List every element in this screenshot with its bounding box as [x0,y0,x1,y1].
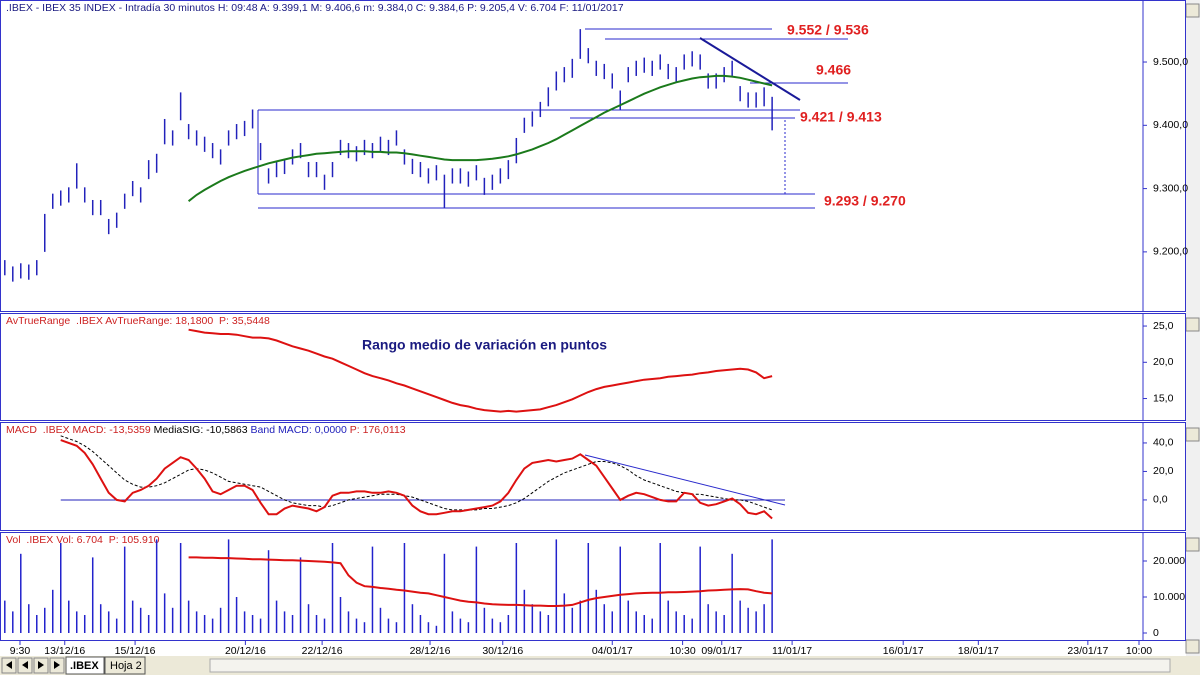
x-tick-label: 10:00 [1126,645,1152,657]
y-tick-label: 25,0 [1153,320,1174,332]
level-label: 9.466 [816,62,851,78]
x-tick-label: 16/01/17 [883,645,924,657]
y-tick-label: 9.200,0 [1153,246,1188,258]
x-tick-label: 04/01/17 [592,645,633,657]
header-part: P: 176,0113 [350,424,406,436]
values-line [60,439,773,520]
panel-header: AvTrueRange .IBEX AvTrueRange: 18,1800 P… [6,315,270,327]
header-part: AvTrueRange .IBEX AvTrueRange: 18,1800 P… [6,315,270,327]
y-tick-label: 20,0 [1153,465,1174,477]
nav-buttons [1,657,65,674]
panel-header: Vol .IBEX Vol: 6.704 P: 105.910 [6,534,160,546]
panel-header: MACD .IBEX MACD: -13,5359 MediaSIG: -10,… [6,424,406,436]
tab[interactable] [104,656,146,675]
y-tick-label: 9.400,0 [1153,119,1188,131]
header-part: MediaSIG: -10,5863 [154,424,251,436]
scroll-up[interactable] [1185,317,1200,332]
average-line [188,556,773,607]
x-tick-label: 9:30 [10,645,31,657]
x-tick-label: 20/12/16 [225,645,266,657]
x-tick-label: 11/01/17 [772,645,812,657]
trend-line [699,37,801,101]
level-label: 9.421 / 9.413 [800,109,882,125]
y-tick-label: 10.000 [1153,591,1185,603]
scroll-up[interactable] [1185,3,1200,18]
y-tick-label: 15,0 [1153,392,1174,404]
y-tick-label: 0,0 [1153,494,1168,506]
scroll-up[interactable] [1185,537,1200,552]
panel-frame [0,532,1186,641]
panel-frame [0,422,1186,531]
panel-frame [0,0,1186,312]
x-tick-label: 18/01/17 [958,645,999,657]
y-tick-label: 9.500,0 [1153,56,1188,68]
x-tick-label: 10:30 [669,645,695,657]
scroll-down[interactable] [1185,639,1200,654]
panel-frame [0,313,1186,421]
level-lines [257,28,848,506]
x-tick-label: 23/01/17 [1067,645,1108,657]
y-tick-label: 0 [1153,627,1159,639]
average-line [187,74,773,202]
level-label: 9.293 / 9.270 [824,193,906,209]
header-part: Band MACD: 0,0000 [251,424,350,436]
panel-header: .IBEX - IBEX 35 INDEX - Intradía 30 minu… [6,2,624,14]
header-part: .IBEX - IBEX 35 INDEX - Intradía 30 minu… [6,2,624,14]
level-label: 9.552 / 9.536 [787,22,869,38]
header-part: Vol .IBEX Vol: 6.704 P: 105.910 [6,534,160,546]
x-tick-label: 28/12/16 [410,645,451,657]
indicator-note: Rango medio de variación en puntos [362,337,607,353]
tab-label: Hoja 2 [110,660,142,672]
y-tick-label: 20,0 [1153,356,1174,368]
tab-label: .IBEX [70,660,99,672]
macd-trend-line [584,454,786,506]
x-tick-label: 15/12/16 [115,645,156,657]
y-tick-label: 20.000 [1153,555,1185,567]
values-line [188,328,773,413]
h-scrollbar[interactable] [209,658,1171,673]
header-part: MACD .IBEX MACD: -13,5359 [6,424,154,436]
y-tick-label: 9.300,0 [1153,182,1188,194]
x-tick-label: 13/12/16 [44,645,85,657]
y-tick-label: 40,0 [1153,437,1174,449]
nav-arrows [6,661,60,669]
x-tick-label: 09/01/17 [701,645,742,657]
signal-line [60,435,773,511]
x-tick-label: 22/12/16 [302,645,343,657]
scroll-up[interactable] [1185,427,1200,442]
tab[interactable] [65,656,105,675]
scroll-buttons [1185,3,1200,654]
x-tick-label: 30/12/16 [482,645,523,657]
